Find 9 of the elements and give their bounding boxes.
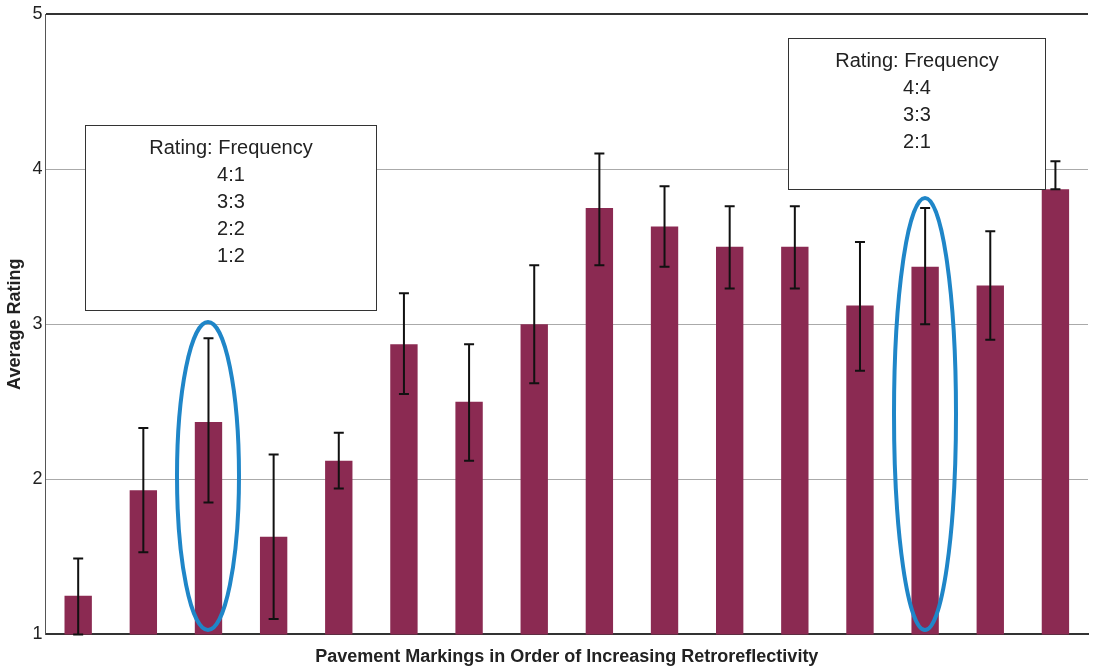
y-tick-label: 3 xyxy=(32,313,43,334)
y-tick-label: 4 xyxy=(32,158,43,179)
y-tick-label: 5 xyxy=(32,2,43,23)
y-axis-title: Average Rating xyxy=(3,258,24,390)
y-tick-label: 1 xyxy=(32,623,43,644)
y-tick-label: 2 xyxy=(32,468,43,489)
text-box: Rating: Frequency 4:1 3:3 2:2 1:2 xyxy=(85,125,377,311)
x-axis-title: Pavement Markings in Order of Increasing Retroreflectivity xyxy=(315,646,819,667)
text-box: Rating: Frequency 4:4 3:3 2:1 xyxy=(788,38,1046,190)
